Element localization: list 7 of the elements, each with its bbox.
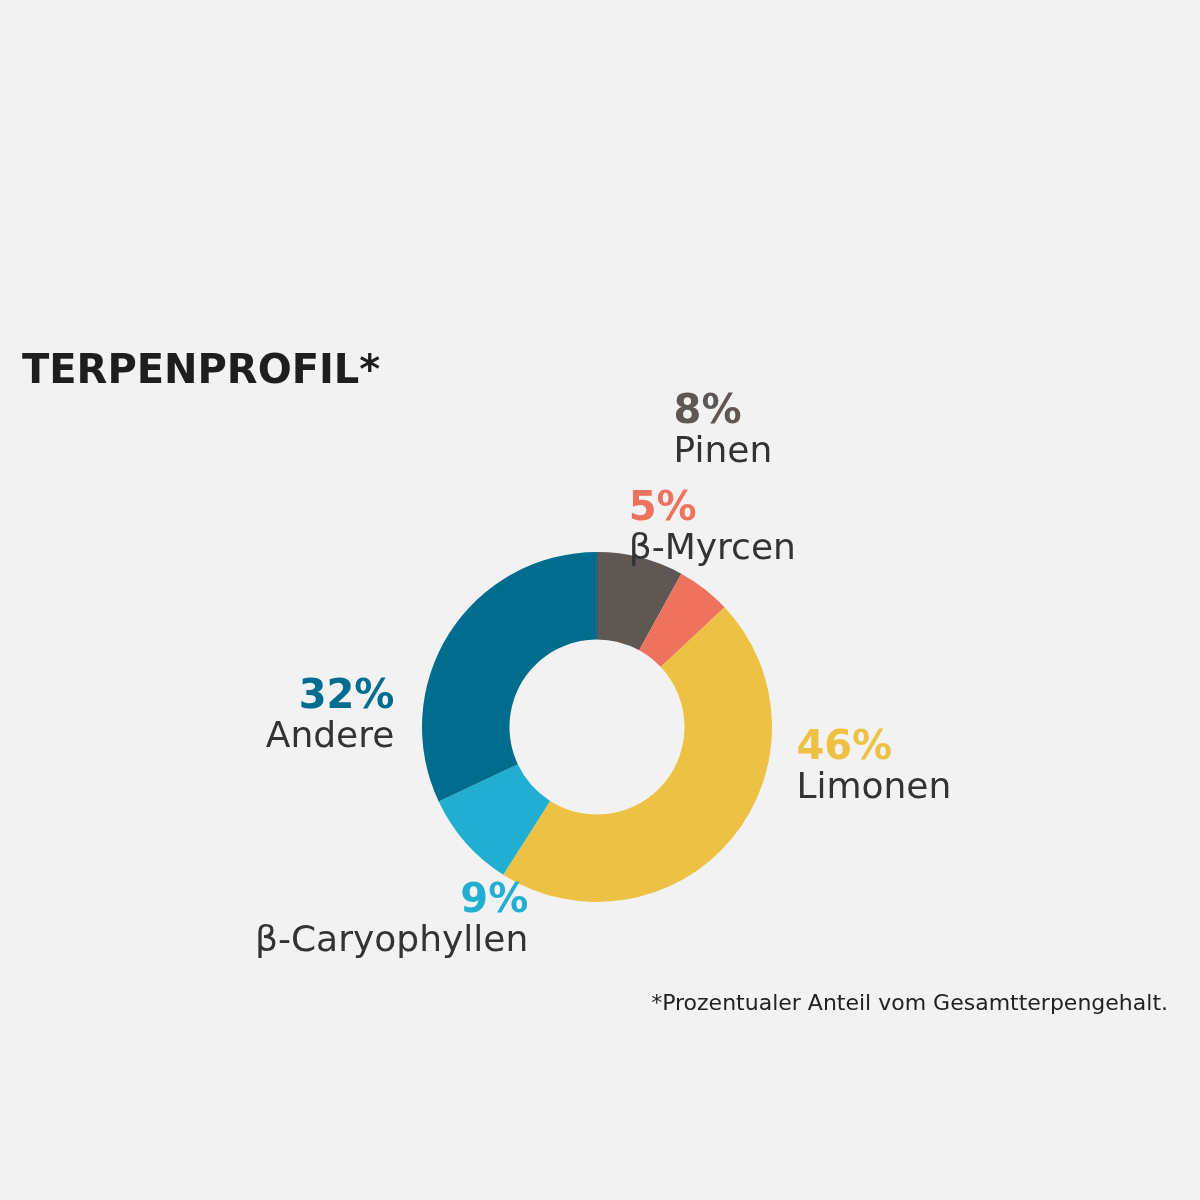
chart-title: TERPENPROFIL* <box>22 345 381 392</box>
donut-slice <box>422 552 597 802</box>
donut-slice <box>438 764 551 875</box>
donut-slice <box>639 573 725 668</box>
data-label: 9% <box>460 875 529 921</box>
text: *Prozentualer Anteil vom Gesamtterpengehalt. <box>651 990 1168 1015</box>
slice-label: β-Caryophyllen <box>255 918 529 959</box>
